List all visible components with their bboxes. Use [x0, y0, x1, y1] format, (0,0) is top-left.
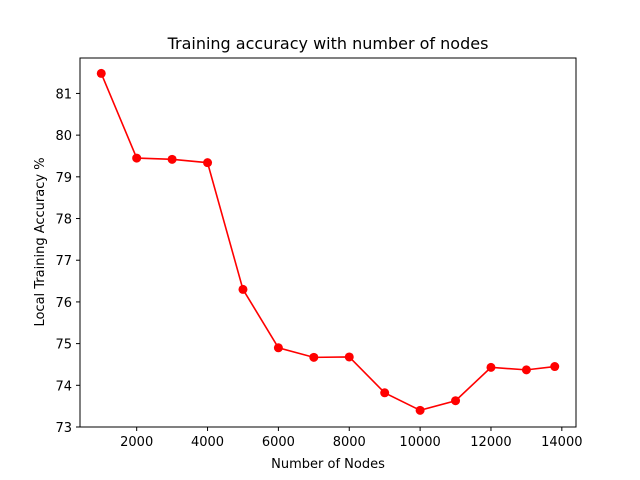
y-tick-label: 75: [55, 338, 72, 353]
data-point: [203, 158, 213, 168]
x-axis-label: Number of Nodes: [271, 457, 385, 472]
y-tick-label: 78: [55, 213, 72, 228]
data-point: [238, 284, 248, 294]
y-tick-label: 79: [55, 171, 72, 186]
x-tick-label: 6000: [262, 435, 295, 450]
data-point: [96, 68, 106, 78]
axes-frame: [79, 57, 577, 428]
y-tick-label: 80: [55, 129, 72, 144]
x-tick-label: 4000: [191, 435, 224, 450]
data-point: [167, 154, 177, 164]
x-tick-label: 8000: [333, 435, 366, 450]
y-tick-label: 81: [55, 87, 72, 102]
data-point: [309, 352, 319, 362]
y-tick-label: 73: [55, 421, 72, 436]
y-tick-label: 74: [55, 379, 72, 394]
data-point: [521, 365, 531, 375]
data-point: [132, 153, 142, 163]
data-point: [451, 396, 461, 406]
chart-title: Training accuracy with number of nodes: [167, 34, 489, 53]
x-tick-label: 12000: [470, 435, 511, 450]
x-tick-label: 14000: [541, 435, 582, 450]
data-point: [344, 352, 354, 362]
y-tick-label: 76: [55, 296, 72, 311]
y-axis-label: Local Training Accuracy %: [33, 157, 48, 326]
data-point: [486, 362, 496, 372]
data-point: [415, 405, 425, 415]
x-tick-label: 10000: [399, 435, 440, 450]
data-point: [273, 343, 283, 353]
plot-area: 2000 4000 6000 8000 10000 12000 14000 73 74 75 76 7…: [55, 57, 583, 450]
data-point: [380, 388, 390, 398]
y-tick-label: 77: [55, 254, 72, 269]
x-tick-label: 2000: [120, 435, 153, 450]
series-line: [100, 73, 555, 412]
data-point: [550, 362, 560, 372]
